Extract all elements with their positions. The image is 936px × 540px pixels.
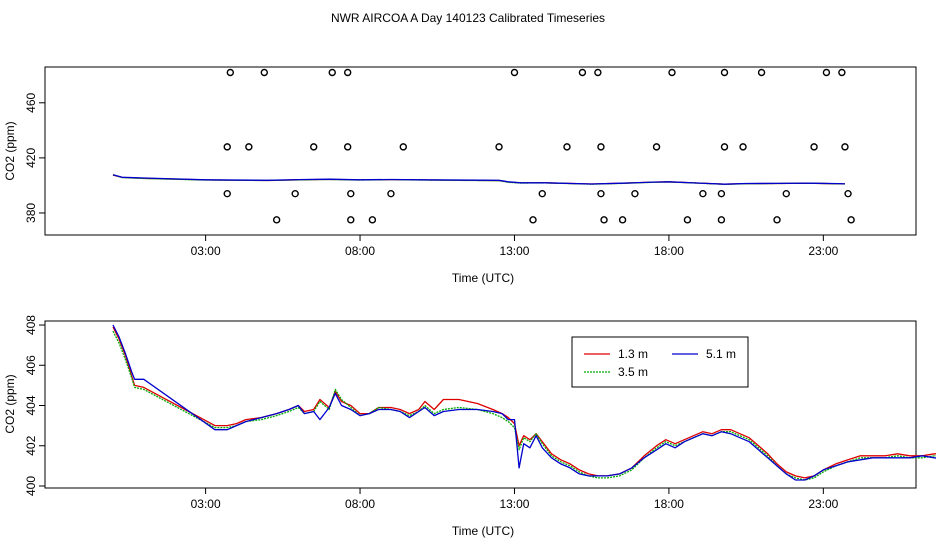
- top-flagged-point: [720, 143, 729, 151]
- top-flagged-point: [529, 216, 537, 224]
- top-x-axis: 03:00 08:00 13:00 18:00 23:00: [191, 235, 839, 258]
- top-flagged-point: [328, 68, 336, 77]
- top-flagged-point: [782, 189, 790, 198]
- bottom-x-tick-label: 13:00: [499, 497, 529, 511]
- top-flagged-point: [847, 216, 855, 224]
- top-flagged-point: [699, 189, 707, 198]
- bottom-x-axis: 03:00 08:00 13:00 18:00 23:00: [191, 488, 839, 511]
- bottom-panel-frame: [44, 320, 917, 489]
- bottom-y-tick-label: 402: [24, 435, 38, 455]
- top-flagged-point: [226, 68, 235, 77]
- top-series-layer: [112, 174, 846, 185]
- top-flagged-point: [683, 216, 692, 224]
- bottom-series-5-1-m: [112, 324, 936, 481]
- top-x-tick-label: 08:00: [345, 244, 375, 258]
- top-y-tick-label: 420: [24, 148, 38, 168]
- top-flagged-point: [343, 68, 352, 77]
- top-flagged-point: [310, 143, 318, 151]
- bottom-x-tick-label: 18:00: [654, 497, 684, 511]
- top-flagged-point: [717, 189, 726, 198]
- legend-label-3-5m: 3.5 m: [618, 365, 648, 379]
- top-flagged-point: [668, 68, 676, 77]
- top-x-axis-label: Time (UTC): [452, 271, 514, 285]
- figure-title: NWR AIRCOA A Day 140123 Calibrated Times…: [331, 11, 605, 25]
- top-flagged-point: [538, 189, 546, 198]
- legend: 1.3 m 5.1 m 3.5 m: [571, 336, 749, 388]
- top-flagged-point: [291, 189, 299, 198]
- top-flagged-point: [368, 216, 377, 224]
- top-flagged-point: [495, 143, 503, 151]
- top-x-tick-label: 13:00: [499, 244, 529, 258]
- top-panel-frame: [44, 66, 917, 236]
- top-x-tick-label: 23:00: [808, 244, 838, 258]
- bottom-y-axis: 400 402 404 406 408: [24, 315, 45, 496]
- top-flagged-point: [717, 216, 726, 224]
- top-flagged-point: [618, 216, 627, 224]
- bottom-y-axis-label: CO2 (ppm): [3, 374, 17, 433]
- top-flagged-point: [652, 143, 661, 151]
- top-flagged-point: [600, 216, 608, 224]
- top-flagged-point: [260, 68, 268, 77]
- bottom-y-tick-label: 400: [24, 476, 38, 496]
- top-y-axis-label: CO2 (ppm): [3, 121, 17, 180]
- top-flagged-point: [810, 143, 818, 151]
- top-flagged-point: [739, 143, 747, 151]
- top-y-axis: 380 420 460: [24, 92, 45, 223]
- top-flagged-point: [343, 143, 352, 151]
- top-flagged-point: [223, 189, 231, 198]
- top-flagged-point: [563, 143, 571, 151]
- top-x-tick-label: 18:00: [654, 244, 684, 258]
- top-flagged-point: [838, 68, 846, 77]
- top-flagged-point: [822, 68, 831, 77]
- top-y-tick-label: 460: [24, 92, 38, 112]
- top-flagged-point: [841, 143, 849, 151]
- top-y-tick-label: 380: [24, 203, 38, 223]
- top-points-layer: [223, 68, 855, 224]
- top-flagged-point: [578, 68, 587, 77]
- top-panel: 03:00 08:00 13:00 18:00 23:00 380 420 460 Time…: [3, 66, 917, 285]
- bottom-y-tick-label: 408: [24, 315, 38, 335]
- bottom-series-layer: [112, 324, 936, 481]
- top-flagged-point: [399, 143, 407, 151]
- top-flagged-point: [347, 216, 355, 224]
- top-flagged-point: [594, 68, 602, 77]
- bottom-y-tick-label: 406: [24, 355, 38, 375]
- top-flagged-point: [347, 189, 355, 198]
- bottom-x-tick-label: 23:00: [808, 497, 838, 511]
- top-flagged-point: [757, 68, 766, 77]
- top-flagged-point: [597, 189, 605, 198]
- legend-box: [571, 336, 749, 388]
- bottom-panel: 03:00 08:00 13:00 18:00 23:00 40040240440640…: [3, 315, 936, 538]
- top-flagged-point: [844, 189, 852, 198]
- bottom-x-tick-label: 03:00: [191, 497, 221, 511]
- top-flagged-point: [597, 143, 605, 151]
- bottom-x-tick-label: 08:00: [345, 497, 375, 511]
- top-flagged-point: [631, 189, 639, 198]
- top-flagged-point: [720, 68, 729, 77]
- top-flagged-point: [773, 216, 781, 224]
- top-x-tick-label: 03:00: [191, 244, 221, 258]
- legend-label-5-1m: 5.1 m: [706, 347, 736, 361]
- top-series-5-1-m: [112, 174, 846, 185]
- top-flagged-point: [510, 68, 519, 77]
- bottom-y-tick-label: 404: [24, 395, 38, 415]
- top-flagged-point: [223, 143, 231, 151]
- legend-label-1-3m: 1.3 m: [618, 347, 648, 361]
- top-flagged-point: [245, 143, 253, 151]
- top-flagged-point: [387, 189, 395, 198]
- top-flagged-point: [272, 216, 281, 224]
- bottom-series-1-3-m: [112, 326, 936, 479]
- bottom-x-axis-label: Time (UTC): [452, 524, 514, 538]
